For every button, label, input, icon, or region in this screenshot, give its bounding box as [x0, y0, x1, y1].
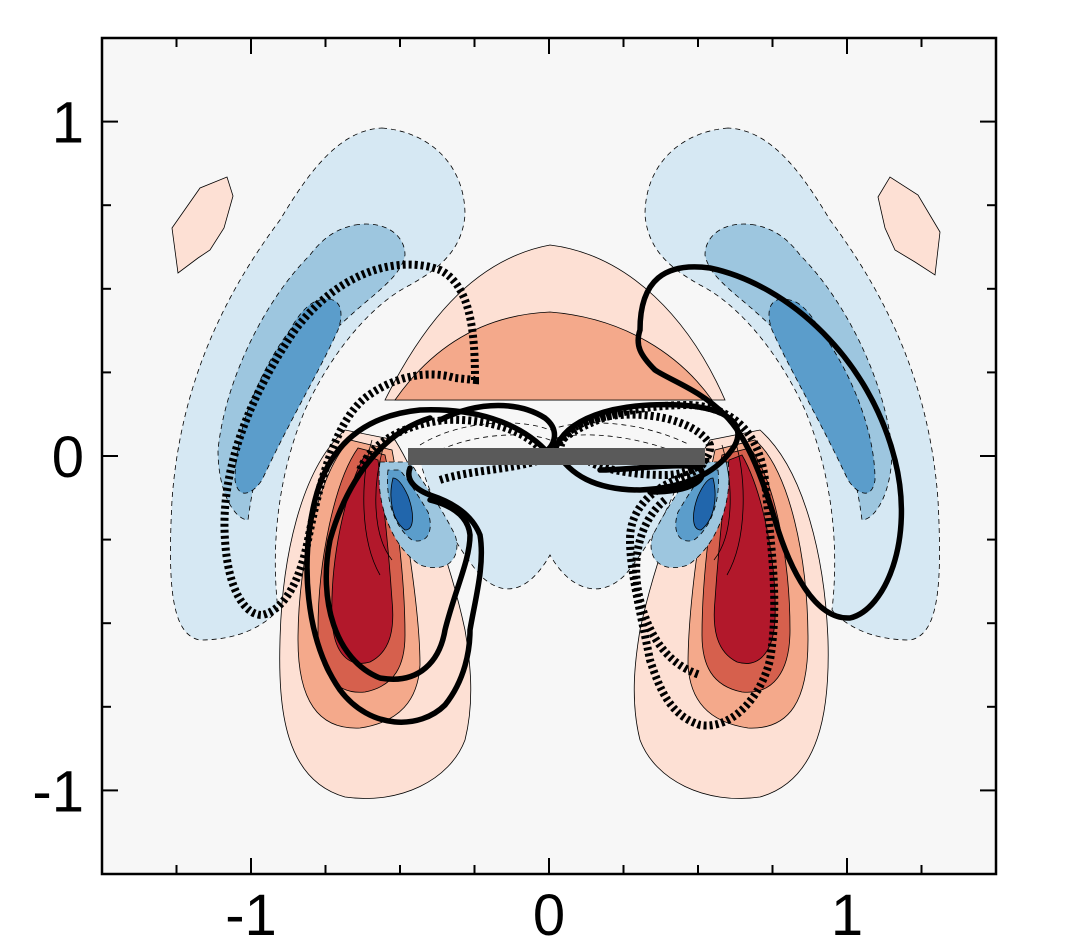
y-tick-label: 0 — [52, 425, 84, 490]
positive-contour-island-left — [171, 176, 234, 274]
y-tick-label: 1 — [52, 91, 84, 156]
plate — [408, 448, 705, 465]
negative-contour-4-inner-left — [390, 477, 413, 531]
x-tick-label: -1 — [225, 883, 277, 948]
x-tick-label: 1 — [831, 883, 863, 948]
negative-contour-3-left — [234, 298, 342, 494]
positive-contour-island-right — [877, 176, 941, 276]
axis-ticks — [101, 37, 997, 875]
negative-contour-4-inner-right — [693, 477, 716, 531]
x-tick-label: 0 — [533, 883, 565, 948]
y-tick-label: -1 — [32, 759, 84, 824]
x-tick-labels: -1 0 1 — [225, 883, 863, 948]
positive-contour-4-left — [331, 454, 394, 664]
negative-contour-2-right — [704, 223, 893, 521]
y-tick-labels: 1 0 -1 — [32, 91, 84, 825]
thick-solid-contours — [304, 264, 905, 725]
negative-contour-2-left — [217, 223, 406, 521]
